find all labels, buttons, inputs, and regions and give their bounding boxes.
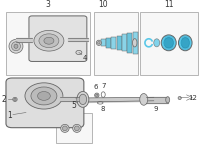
Ellipse shape <box>96 40 101 45</box>
Text: 3: 3 <box>45 0 50 9</box>
Ellipse shape <box>73 124 81 132</box>
Bar <box>140 12 198 75</box>
Ellipse shape <box>154 39 160 47</box>
Ellipse shape <box>13 97 17 101</box>
Ellipse shape <box>95 93 99 97</box>
Ellipse shape <box>166 97 170 103</box>
Circle shape <box>39 34 59 48</box>
Bar <box>94 12 138 75</box>
Bar <box>6 12 90 75</box>
Text: 11: 11 <box>164 0 173 9</box>
Text: 12: 12 <box>189 95 198 101</box>
Ellipse shape <box>161 35 176 51</box>
Ellipse shape <box>140 93 148 105</box>
Text: 2: 2 <box>2 95 7 104</box>
Ellipse shape <box>11 42 20 51</box>
Circle shape <box>31 87 57 105</box>
Text: 5: 5 <box>71 101 76 110</box>
FancyBboxPatch shape <box>6 78 84 128</box>
Text: 9: 9 <box>153 106 158 112</box>
FancyBboxPatch shape <box>29 16 87 61</box>
Bar <box>133 32 138 54</box>
Ellipse shape <box>62 126 67 131</box>
Ellipse shape <box>14 98 16 100</box>
Ellipse shape <box>77 91 89 107</box>
Bar <box>101 39 106 46</box>
Ellipse shape <box>61 124 69 132</box>
Bar <box>111 37 116 49</box>
Ellipse shape <box>178 96 181 100</box>
Text: 6: 6 <box>94 84 98 90</box>
Circle shape <box>44 37 54 44</box>
Bar <box>106 38 111 47</box>
Bar <box>117 36 122 50</box>
Bar <box>127 33 132 53</box>
Ellipse shape <box>79 94 87 105</box>
Ellipse shape <box>164 38 173 48</box>
Text: 8: 8 <box>101 106 105 112</box>
Ellipse shape <box>96 94 98 96</box>
Ellipse shape <box>133 39 137 47</box>
Ellipse shape <box>9 39 23 53</box>
Text: 7: 7 <box>102 83 106 89</box>
Circle shape <box>25 83 63 109</box>
Circle shape <box>34 30 64 51</box>
Bar <box>56 112 92 143</box>
Text: 10: 10 <box>98 0 107 9</box>
Ellipse shape <box>181 38 189 48</box>
Bar <box>122 34 127 51</box>
Ellipse shape <box>74 126 79 131</box>
Ellipse shape <box>98 42 100 44</box>
Ellipse shape <box>14 44 18 48</box>
Text: 1: 1 <box>7 111 12 120</box>
Circle shape <box>38 92 50 100</box>
Ellipse shape <box>178 35 192 51</box>
Text: 4: 4 <box>83 55 87 61</box>
Circle shape <box>76 50 82 55</box>
